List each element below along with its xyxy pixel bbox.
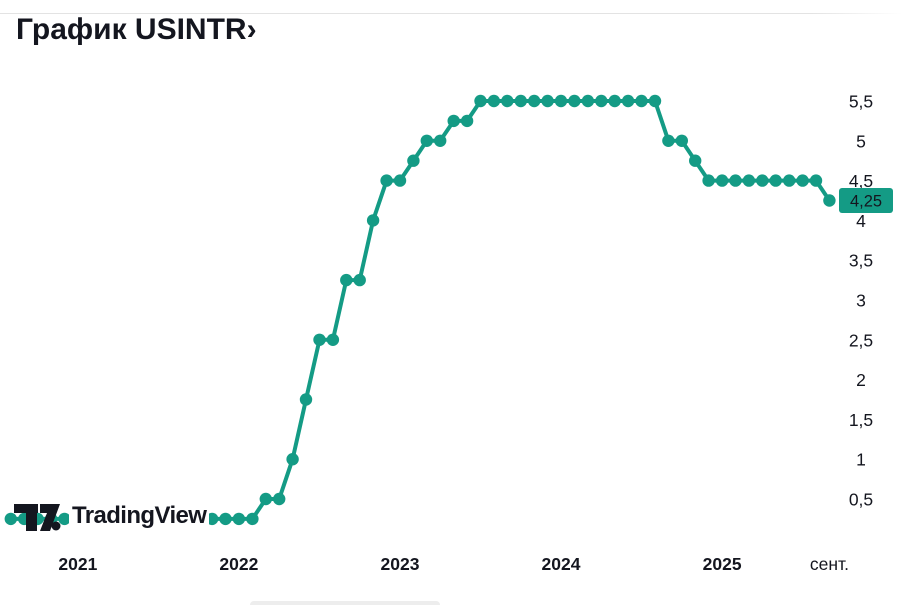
data-point	[259, 492, 272, 506]
data-point	[662, 134, 675, 147]
data-point	[420, 134, 433, 147]
data-point	[313, 333, 326, 346]
data-point	[742, 174, 756, 187]
data-point	[756, 174, 769, 187]
data-point	[595, 94, 608, 108]
x-axis-label: 2022	[219, 554, 258, 574]
data-point	[608, 94, 621, 108]
data-point	[326, 333, 340, 346]
x-axis-label: 2024	[542, 554, 581, 574]
y-axis-label: 4	[856, 211, 866, 231]
page-title[interactable]: График USINTR›	[16, 13, 257, 46]
y-axis-label: 3	[856, 291, 866, 311]
data-point	[729, 174, 742, 187]
y-axis-label: 2	[856, 370, 866, 390]
data-point	[380, 174, 393, 187]
data-point	[474, 94, 487, 108]
data-point	[58, 512, 71, 526]
data-point	[487, 94, 501, 108]
x-axis-label: сент.	[810, 554, 849, 574]
rate-line	[8, 99, 832, 521]
data-point	[528, 94, 541, 108]
data-point	[273, 492, 286, 506]
data-point	[460, 114, 474, 128]
data-point	[232, 512, 246, 526]
data-point	[689, 154, 702, 167]
data-point	[246, 512, 259, 526]
top-separator	[0, 13, 902, 14]
data-point	[501, 94, 514, 108]
data-point	[635, 94, 648, 108]
y-axis-label: 2,5	[849, 330, 873, 350]
tradingview-logo-text: TradingView	[69, 501, 210, 531]
y-axis-label: 0,5	[849, 490, 873, 510]
data-point	[393, 174, 407, 187]
y-axis-label: 5,5	[849, 92, 873, 112]
y-axis-label: 5	[856, 131, 866, 151]
y-axis-label: 3,5	[849, 251, 873, 271]
data-point	[447, 114, 460, 128]
data-point	[434, 134, 447, 147]
data-point	[219, 512, 232, 526]
bottom-element-edge	[250, 601, 440, 605]
data-point	[541, 94, 554, 108]
data-point	[568, 94, 581, 108]
data-point	[809, 174, 823, 187]
data-point	[514, 94, 527, 108]
data-point	[796, 174, 809, 187]
data-point	[581, 94, 595, 108]
x-axis-label: 2023	[381, 554, 420, 574]
data-point	[769, 174, 782, 187]
data-point	[299, 393, 313, 406]
last-value-badge	[839, 188, 893, 213]
data-point	[554, 94, 568, 108]
data-point	[353, 273, 366, 287]
data-point	[4, 512, 17, 526]
last-value-badge-label: 4,25	[850, 193, 882, 211]
data-point	[366, 214, 380, 227]
y-axis-label: 4,5	[849, 171, 873, 191]
data-point	[715, 174, 729, 187]
data-point	[648, 94, 662, 108]
x-axis-label: 2021	[58, 554, 97, 574]
data-point	[823, 194, 836, 207]
data-point	[783, 174, 796, 187]
data-point	[675, 134, 688, 147]
y-axis-label: 1	[856, 450, 866, 470]
tradingview-logo[interactable]: TradingView	[14, 501, 210, 531]
data-point	[702, 174, 715, 187]
x-axis-label: 2025	[703, 554, 742, 574]
tradingview-logo-icon	[14, 504, 61, 531]
data-point	[286, 453, 299, 466]
y-axis-label: 1,5	[849, 410, 873, 430]
data-point	[340, 273, 353, 287]
data-point	[621, 94, 635, 108]
data-point	[407, 154, 420, 167]
